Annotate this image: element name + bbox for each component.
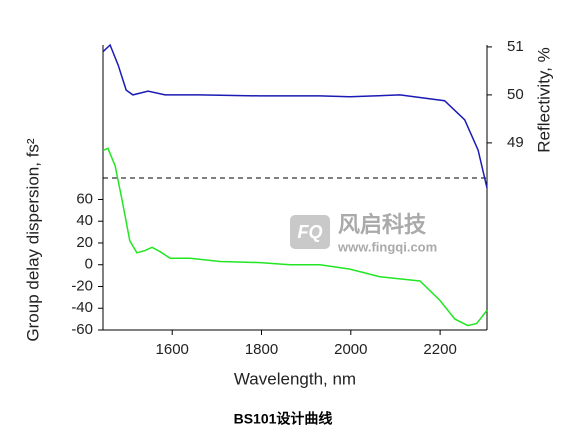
y2-axis-label: Reflectivity, % [534,47,553,153]
y2-tick-label: 49 [507,134,524,151]
y-axis-label: Group delay dispersion, fs² [23,138,42,341]
y-tick-label: 40 [76,212,93,229]
x-tick-label: 1800 [245,341,278,358]
y-tick-label: 0 [85,256,93,273]
watermark-name: 风启科技 [338,212,427,237]
watermark-url: www.fingqi.com [337,239,437,254]
y-tick-label: 60 [76,190,93,207]
watermark-logo-box [290,215,330,249]
x-axis-label: Wavelength, nm [234,369,356,388]
caption: BS101设计曲线 [234,411,333,427]
watermark-logo: FQ [298,222,323,242]
y-tick-label: -60 [71,321,93,338]
series-line [102,43,488,189]
y2-tick-label: 50 [507,86,524,103]
series-line [102,147,488,327]
x-tick-label: 2200 [423,341,456,358]
x-tick-label: 1600 [156,341,189,358]
y-tick-label: -40 [71,299,93,316]
y2-tick-label: 51 [507,38,524,55]
y-tick-label: 20 [76,234,93,251]
x-tick-label: 2000 [334,341,367,358]
y-tick-label: -20 [71,277,93,294]
